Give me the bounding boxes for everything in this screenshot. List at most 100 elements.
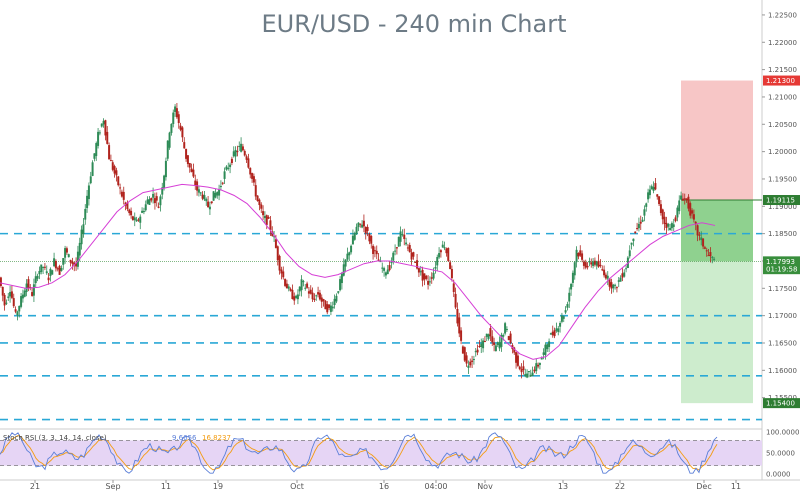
candle-body <box>687 196 690 209</box>
time-tick-label: Sep <box>105 482 120 491</box>
candle-body <box>416 260 419 269</box>
candle-body <box>342 264 345 276</box>
candle-body <box>647 192 650 200</box>
candle-body <box>518 366 521 370</box>
candle-body <box>527 371 530 373</box>
position-zones <box>0 80 762 404</box>
time-tick-label: 04:00 <box>424 482 447 491</box>
candle-body <box>16 311 19 316</box>
stoch-d-value: 16.8237 <box>202 434 231 442</box>
candle-body <box>630 242 633 245</box>
candle-body <box>542 352 545 355</box>
candle-body <box>577 252 580 257</box>
candle-body <box>670 223 673 229</box>
candle-body <box>494 345 497 352</box>
candle-body <box>258 199 261 206</box>
candle-body <box>405 242 408 245</box>
candle-body <box>566 304 569 308</box>
candle-body <box>274 239 277 248</box>
candle-body <box>152 193 155 198</box>
candle-body <box>579 250 582 256</box>
candle-body <box>87 185 90 200</box>
price-axis[interactable]: 1.22500 1.22000 1.21500 1.21000 1.20500 1.200… <box>762 11 797 402</box>
candle-body <box>172 112 175 125</box>
candle-body <box>23 290 26 297</box>
candle-body <box>104 120 107 136</box>
candle-body <box>89 176 92 184</box>
candle-body <box>406 247 409 249</box>
candle-body <box>403 234 406 239</box>
candle-body <box>549 333 552 335</box>
candle-body <box>170 123 173 133</box>
candle-body <box>476 349 479 353</box>
candle-body <box>201 194 204 199</box>
candle-body <box>606 275 609 279</box>
candle-body <box>601 269 604 271</box>
candle-body <box>78 242 81 256</box>
candle-body <box>210 201 213 204</box>
candle-body <box>461 346 464 354</box>
time-tick-label: 13 <box>558 482 568 491</box>
candle-body <box>643 209 646 216</box>
candle-body <box>263 215 266 219</box>
candles <box>0 103 716 379</box>
candle-body <box>524 374 527 377</box>
candle-body <box>351 235 354 245</box>
candle-body <box>555 328 558 331</box>
candle-body <box>313 298 316 301</box>
time-axis[interactable]: 21 Sep 11 19 Oct 16 04:00 Nov 13 22 Dec 11 <box>30 480 741 491</box>
candle-body <box>489 328 492 337</box>
candle-body <box>639 221 642 224</box>
candle-body <box>350 245 353 253</box>
candle-body <box>122 191 125 200</box>
candle-body <box>221 182 224 184</box>
candle-body <box>278 255 281 271</box>
candle-body <box>247 158 250 168</box>
candle-body <box>588 261 591 263</box>
price-tag <box>763 398 800 409</box>
candle-body <box>522 366 525 371</box>
candle-body <box>636 228 639 230</box>
candle-body <box>683 198 686 200</box>
price-tick-label: 1.22500 <box>768 11 797 19</box>
indicator-panel: Stoch RSI (3, 3, 14, 14, close) 9.6656 16.… <box>0 429 799 479</box>
candle-body <box>318 292 321 300</box>
candle-body <box>309 289 312 294</box>
candle-body <box>709 252 712 257</box>
time-tick-label: 11 <box>731 482 741 491</box>
candle-body <box>285 283 288 289</box>
candle-body <box>256 195 259 201</box>
candle-body <box>516 355 519 366</box>
indicator-tick-label: 100.0000 <box>766 429 799 437</box>
candle-body <box>249 167 252 175</box>
candle-body <box>135 219 138 222</box>
candle-body <box>394 250 397 252</box>
candle-body <box>106 131 109 144</box>
candle-body <box>498 342 501 349</box>
candle-body <box>493 342 496 345</box>
candle-body <box>208 206 211 210</box>
candle-body <box>38 270 41 275</box>
candle-body <box>322 299 325 302</box>
moving-average <box>0 183 716 360</box>
candle-body <box>483 340 486 343</box>
candle-body <box>691 210 694 214</box>
candle-body <box>427 280 430 285</box>
candle-body <box>7 296 10 298</box>
candle-body <box>346 253 349 260</box>
candle-body <box>289 288 292 291</box>
candle-body <box>419 271 422 273</box>
price-tick-label: 1.20000 <box>768 148 797 156</box>
candle-body <box>355 226 358 234</box>
candle-body <box>430 277 433 279</box>
candle-body <box>573 262 576 276</box>
price-tick-label: 1.17500 <box>768 285 797 293</box>
candle-body <box>150 198 153 201</box>
candle-body <box>304 287 307 289</box>
candle-body <box>452 283 455 293</box>
ma-line <box>0 183 716 360</box>
candle-body <box>329 305 332 312</box>
candle-body <box>163 175 166 189</box>
stoch-d-line <box>0 435 718 471</box>
